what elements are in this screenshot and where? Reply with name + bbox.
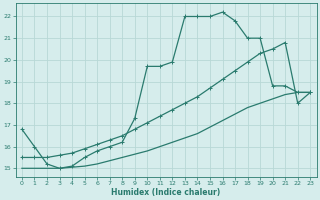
X-axis label: Humidex (Indice chaleur): Humidex (Indice chaleur) <box>111 188 221 197</box>
